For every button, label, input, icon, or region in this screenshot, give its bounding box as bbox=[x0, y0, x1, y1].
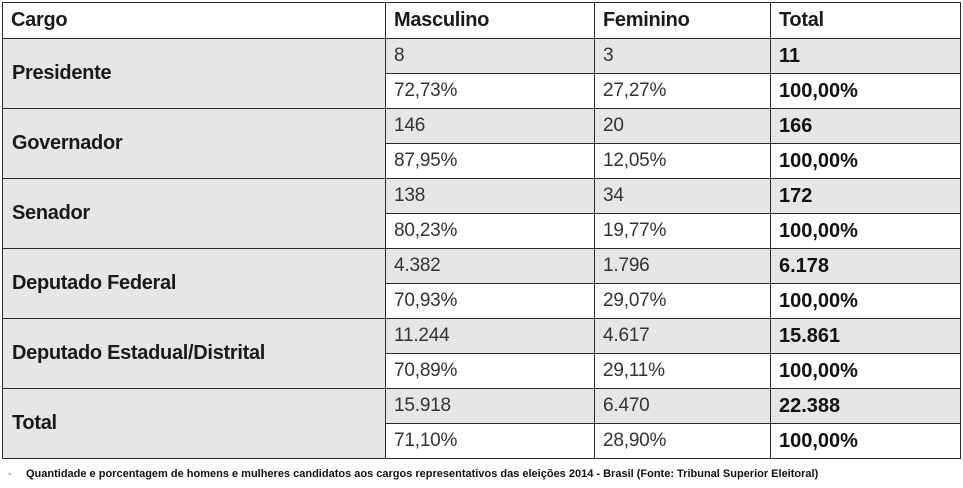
masculino-percent-cell: 80,23% bbox=[385, 213, 595, 249]
table-row: Total 15.918 6.470 22.388 bbox=[2, 388, 961, 459]
feminino-percent-cell: 28,90% bbox=[594, 423, 771, 459]
table-row: 70,89% 29,11% 100,00% bbox=[3, 353, 961, 389]
cargo-cell: Deputado Estadual/Distrital bbox=[2, 318, 386, 389]
total-count-cell: 6.178 bbox=[770, 248, 961, 284]
header-feminino: Feminino bbox=[594, 2, 771, 39]
total-count-cell: 166 bbox=[770, 108, 961, 144]
table-row: 70,93% 29,07% 100,00% bbox=[3, 283, 961, 319]
table-row: Senador 138 34 172 bbox=[2, 178, 961, 249]
cargo-cell: Senador bbox=[2, 178, 386, 249]
caption-marker: - bbox=[8, 468, 12, 480]
caption-text: Quantidade e porcentagem de homens e mul… bbox=[26, 468, 819, 480]
feminino-percent-cell: 27,27% bbox=[594, 73, 771, 109]
table-row: 72,73% 27,27% 100,00% bbox=[3, 73, 961, 109]
feminino-percent-cell: 19,77% bbox=[594, 213, 771, 249]
cargo-cell: Deputado Federal bbox=[2, 248, 386, 319]
total-count-cell: 22.388 bbox=[770, 388, 961, 424]
masculino-count-cell: 11.244 bbox=[385, 318, 595, 354]
total-percent-cell: 100,00% bbox=[770, 423, 961, 459]
total-percent-cell: 100,00% bbox=[770, 283, 961, 319]
feminino-count-cell: 34 bbox=[594, 178, 771, 214]
header-cargo: Cargo bbox=[2, 2, 386, 39]
feminino-percent-cell: 29,11% bbox=[594, 353, 771, 389]
masculino-percent-cell: 87,95% bbox=[385, 143, 595, 179]
header-total: Total bbox=[770, 2, 961, 39]
feminino-count-cell: 4.617 bbox=[594, 318, 771, 354]
feminino-percent-cell: 29,07% bbox=[594, 283, 771, 319]
masculino-count-cell: 138 bbox=[385, 178, 595, 214]
table-row: 80,23% 19,77% 100,00% bbox=[3, 213, 961, 249]
feminino-count-cell: 20 bbox=[594, 108, 771, 144]
table-caption: - Quantidade e porcentagem de homens e mu… bbox=[8, 468, 960, 480]
masculino-count-cell: 15.918 bbox=[385, 388, 595, 424]
feminino-percent-cell: 12,05% bbox=[594, 143, 771, 179]
masculino-percent-cell: 71,10% bbox=[385, 423, 595, 459]
table-row: 71,10% 28,90% 100,00% bbox=[3, 423, 961, 459]
cargo-cell: Total bbox=[2, 388, 386, 459]
masculino-percent-cell: 70,89% bbox=[385, 353, 595, 389]
header-masculino: Masculino bbox=[385, 2, 595, 39]
masculino-count-cell: 4.382 bbox=[385, 248, 595, 284]
feminino-count-cell: 3 bbox=[594, 38, 771, 74]
cargo-cell: Governador bbox=[2, 108, 386, 179]
table-row: Governador 146 20 166 bbox=[2, 108, 961, 179]
total-percent-cell: 100,00% bbox=[770, 213, 961, 249]
masculino-count-cell: 8 bbox=[385, 38, 595, 74]
header-row: Cargo Masculino Feminino Total bbox=[2, 2, 961, 39]
masculino-count-cell: 146 bbox=[385, 108, 595, 144]
candidates-table: Cargo Masculino Feminino Total President… bbox=[2, 2, 961, 459]
feminino-count-cell: 1.796 bbox=[594, 248, 771, 284]
total-count-cell: 172 bbox=[770, 178, 961, 214]
data-table-container: Cargo Masculino Feminino Total President… bbox=[2, 2, 961, 459]
table-row: Deputado Estadual/Distrital 11.244 4.617… bbox=[2, 318, 961, 389]
total-percent-cell: 100,00% bbox=[770, 353, 961, 389]
total-count-cell: 11 bbox=[770, 38, 961, 74]
total-percent-cell: 100,00% bbox=[770, 143, 961, 179]
total-count-cell: 15.861 bbox=[770, 318, 961, 354]
masculino-percent-cell: 70,93% bbox=[385, 283, 595, 319]
masculino-percent-cell: 72,73% bbox=[385, 73, 595, 109]
table-row: Deputado Federal 4.382 1.796 6.178 bbox=[2, 248, 961, 319]
feminino-count-cell: 6.470 bbox=[594, 388, 771, 424]
total-percent-cell: 100,00% bbox=[770, 73, 961, 109]
table-row: Presidente 8 3 11 bbox=[2, 38, 961, 109]
cargo-cell: Presidente bbox=[2, 38, 386, 109]
table-row: 87,95% 12,05% 100,00% bbox=[3, 143, 961, 179]
